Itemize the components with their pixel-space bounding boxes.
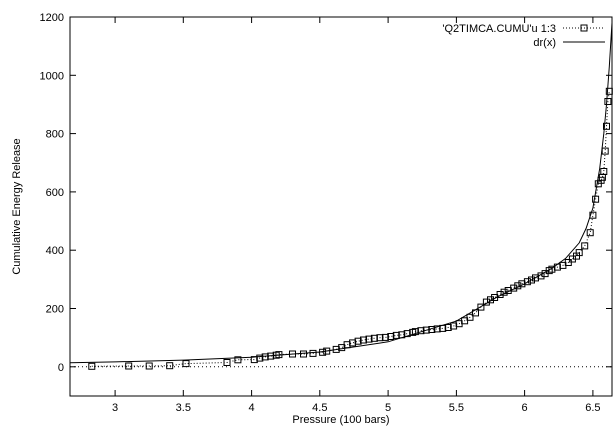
x-axis-label: Pressure (100 bars)	[292, 414, 389, 426]
legend-label-fit: dr(x)	[533, 37, 556, 49]
x-tick-label: 4.5	[312, 402, 327, 414]
data-point	[256, 354, 264, 362]
data-point	[581, 242, 589, 250]
y-tick-label: 1200	[40, 12, 64, 24]
data-point	[604, 98, 612, 105]
data-series-line	[91, 91, 610, 367]
fit-curve-line	[69, 22, 613, 364]
y-tick-label: 400	[46, 245, 64, 257]
legend: 'Q2TIMCA.CUMU'u 1:3 dr(x)	[442, 23, 605, 49]
plot-area	[69, 22, 613, 370]
data-point	[223, 359, 231, 366]
data-point	[575, 249, 583, 257]
x-tick-label: 5	[385, 402, 391, 414]
y-tick-label: 800	[46, 129, 64, 141]
data-point	[589, 211, 597, 219]
data-point	[487, 296, 494, 304]
data-point	[528, 276, 535, 284]
data-point	[166, 362, 174, 370]
data-point	[234, 356, 242, 364]
legend-marker-data	[580, 24, 588, 32]
x-tick-label: 6.5	[585, 402, 600, 414]
y-tick-label: 200	[46, 304, 64, 316]
data-point	[477, 303, 485, 311]
plot-frame	[69, 16, 613, 397]
data-point	[88, 362, 96, 370]
y-axis-label: Cumulative Energy Release	[11, 138, 23, 274]
x-tick-label: 5.5	[449, 402, 464, 414]
data-point	[354, 337, 362, 345]
data-point	[600, 168, 608, 175]
data-point	[444, 324, 452, 331]
data-point	[466, 313, 474, 321]
data-point	[601, 147, 609, 155]
data-point	[381, 333, 389, 341]
data-point	[309, 349, 317, 357]
data-point	[182, 360, 190, 368]
legend-label-data: 'Q2TIMCA.CUMU'u 1:3	[442, 23, 556, 35]
data-point	[586, 229, 594, 237]
x-tick-label: 3	[112, 402, 118, 414]
y-tick-label: 0	[58, 362, 64, 374]
data-point	[605, 87, 613, 95]
data-point	[365, 335, 373, 343]
data-point	[592, 195, 600, 203]
x-tick-label: 6	[522, 402, 528, 414]
data-point	[300, 350, 307, 358]
y-tick-label: 1000	[40, 70, 64, 82]
data-point	[125, 362, 133, 370]
axes: 3 3.5 4 4.5 5 5.5 6 6.5 0 200 400 600 800 1000 1200 Pre…	[11, 12, 613, 426]
data-point	[523, 278, 531, 286]
data-point	[145, 362, 153, 370]
x-tick-label: 3.5	[176, 402, 191, 414]
y-tick-label: 600	[46, 187, 64, 199]
data-point	[603, 122, 610, 130]
x-tick-label: 4	[249, 402, 255, 414]
